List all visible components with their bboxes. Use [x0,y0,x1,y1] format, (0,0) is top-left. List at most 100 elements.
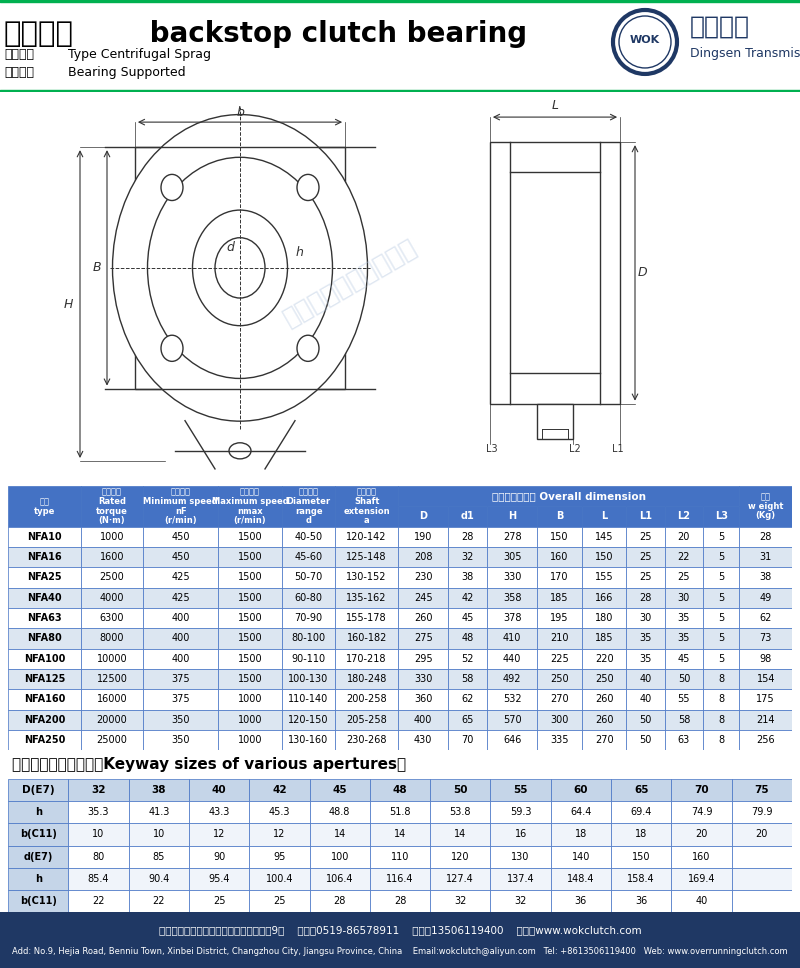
Text: 80-100: 80-100 [291,633,326,644]
Text: 42: 42 [272,785,286,796]
Text: 35: 35 [678,633,690,644]
Text: 155: 155 [594,572,614,583]
Bar [398,547,449,567]
Text: L3: L3 [486,443,498,454]
Text: 18: 18 [635,830,647,839]
Text: 8000: 8000 [100,633,124,644]
Text: 185: 185 [595,633,614,644]
Bar [665,608,703,628]
Bar [218,588,282,608]
Bar [8,628,81,649]
Bar [250,802,310,824]
Text: 1000: 1000 [238,714,262,725]
Bar [335,486,398,527]
Text: 358: 358 [503,592,522,603]
Bar [538,608,582,628]
Bar [218,669,282,689]
Text: 90: 90 [213,852,226,862]
Text: NFA80: NFA80 [27,633,62,644]
Bar [8,486,81,527]
Text: 12: 12 [273,830,286,839]
Bar [550,824,611,846]
Text: 42: 42 [462,592,474,603]
Text: 425: 425 [171,592,190,603]
Text: 1500: 1500 [238,633,262,644]
Text: 295: 295 [414,653,433,664]
Bar [582,689,626,710]
Bar [282,689,335,710]
Bar [218,547,282,567]
Bar [129,846,189,867]
Text: Add: No.9, Hejia Road, Benniu Town, Xinbei District, Changzhou City, Jiangsu Pro: Add: No.9, Hejia Road, Benniu Town, Xinb… [12,948,788,956]
Text: 63: 63 [678,735,690,745]
Bar [538,547,582,567]
Bar [582,527,626,547]
Bar [582,567,626,588]
Text: 22: 22 [678,552,690,562]
Bar [739,669,792,689]
Bar [68,802,129,824]
Bar [665,506,703,527]
Text: 最低转速
Minimum speed
nF
(r/min): 最低转速 Minimum speed nF (r/min) [143,487,218,526]
Bar [626,689,665,710]
Text: 73: 73 [759,633,772,644]
Text: 1500: 1500 [238,531,262,542]
Bar [218,649,282,669]
Bar [310,846,370,867]
Text: 35: 35 [678,613,690,623]
Text: 地址：江苏省常州市新北区奔牛镇禾佳路9号    电话：0519-86578911    手机：13506119400    网址：www.wokclutch.c: 地址：江苏省常州市新北区奔牛镇禾佳路9号 电话：0519-86578911 手机… [158,924,642,935]
Text: 2500: 2500 [100,572,125,583]
Bar [8,649,81,669]
Bar [370,867,430,890]
Bar [582,608,626,628]
Bar [449,527,487,547]
Bar [335,730,398,750]
Text: 150: 150 [595,552,614,562]
Text: 70: 70 [694,785,709,796]
Text: 175: 175 [757,694,775,705]
Bar [68,824,129,846]
Bar [282,588,335,608]
Bar [218,567,282,588]
Bar [335,649,398,669]
Bar [8,802,68,824]
Bar [626,608,665,628]
Bar [538,567,582,588]
Text: 8: 8 [718,714,724,725]
Bar [487,710,538,730]
Bar [611,846,671,867]
Text: 12500: 12500 [97,674,127,684]
Text: 160: 160 [550,552,569,562]
Bar [218,486,282,527]
Bar [370,824,430,846]
Bar [81,567,143,588]
Text: 130: 130 [511,852,530,862]
Bar [282,608,335,628]
Bar [8,710,81,730]
Text: 55: 55 [514,785,528,796]
Bar [449,547,487,567]
Bar [189,824,250,846]
Text: 1500: 1500 [238,552,262,562]
Text: 225: 225 [550,653,569,664]
Text: 106.4: 106.4 [326,874,354,884]
Bar [490,846,550,867]
Text: 169.4: 169.4 [688,874,715,884]
Text: 45: 45 [462,613,474,623]
Bar [370,779,430,802]
Text: 148.4: 148.4 [567,874,594,884]
Text: 1000: 1000 [100,531,124,542]
Text: L: L [601,511,607,522]
Bar [81,588,143,608]
Text: NFA250: NFA250 [24,735,65,745]
Text: 鼎森传动: 鼎森传动 [690,15,750,39]
Bar [732,867,792,890]
Text: 166: 166 [595,592,614,603]
Bar [703,608,739,628]
Bar [611,802,671,824]
Text: 50: 50 [453,785,467,796]
Bar [739,608,792,628]
Bar [626,649,665,669]
Text: 1500: 1500 [238,572,262,583]
Bar [611,890,671,912]
